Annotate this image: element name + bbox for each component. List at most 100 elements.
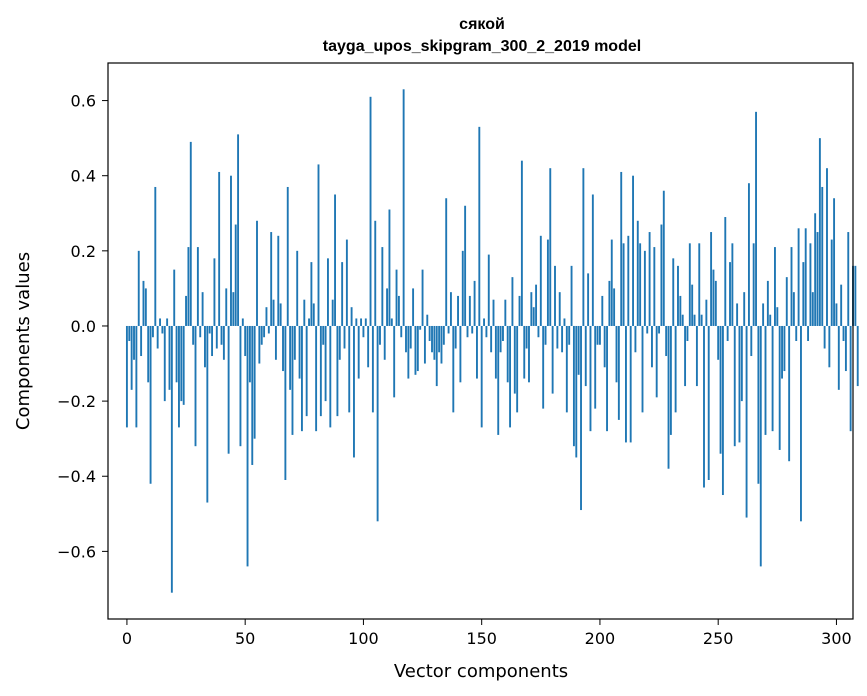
bar: [613, 288, 616, 326]
bar: [211, 325, 214, 357]
bar: [189, 141, 192, 326]
y-tick-label: −0.2: [57, 392, 96, 411]
bar: [421, 269, 424, 326]
bar: [835, 303, 838, 326]
bar: [355, 318, 358, 326]
bar: [431, 325, 433, 353]
bar: [303, 299, 306, 326]
bar: [272, 299, 275, 326]
bar: [757, 325, 760, 484]
bar: [643, 250, 646, 326]
bar: [769, 314, 772, 326]
bar: [440, 325, 443, 364]
bar: [719, 325, 722, 454]
bar: [509, 325, 512, 428]
bar: [679, 295, 682, 326]
bar: [435, 325, 438, 387]
bar: [781, 325, 783, 379]
bar: [490, 325, 493, 353]
bar: [842, 325, 845, 341]
bar: [542, 325, 545, 409]
bar: [135, 325, 138, 428]
bar: [771, 325, 774, 432]
bar: [688, 243, 691, 326]
bar: [260, 325, 263, 345]
bar: [724, 217, 727, 326]
bar: [681, 314, 684, 326]
bar: [256, 220, 258, 326]
bar: [487, 254, 490, 326]
bar: [407, 325, 410, 379]
bar: [674, 325, 677, 413]
bar: [660, 224, 663, 326]
bar: [705, 299, 708, 326]
bar: [454, 325, 457, 349]
chart-title: сякой: [459, 16, 505, 33]
bar: [239, 325, 242, 447]
bar: [717, 325, 720, 360]
bar: [570, 265, 573, 326]
bar: [807, 325, 810, 341]
bar: [549, 168, 552, 326]
bar: [156, 325, 159, 349]
bar: [499, 325, 502, 353]
bar: [528, 325, 530, 383]
bar: [589, 325, 592, 432]
bar: [710, 232, 713, 326]
bar: [726, 325, 729, 341]
bar: [504, 299, 507, 326]
bar: [523, 325, 526, 379]
bar: [849, 325, 852, 432]
bar: [603, 325, 606, 368]
bar: [227, 325, 230, 454]
bar: [762, 303, 765, 326]
bar: [544, 325, 547, 345]
plot-frame: [107, 62, 854, 620]
bar: [707, 325, 710, 480]
y-axis-ticks: −0.6 −0.4 −0.2 0.0 0.2 0.4 0.6: [57, 92, 108, 561]
bar: [445, 198, 448, 326]
bar: [483, 318, 485, 326]
bar: [471, 325, 474, 334]
bar: [144, 288, 147, 326]
bar: [480, 325, 483, 428]
bar: [225, 288, 228, 326]
bar: [447, 325, 450, 334]
bar: [792, 292, 795, 326]
bar: [759, 325, 762, 567]
bar: [400, 325, 403, 338]
y-tick-label: 0.0: [71, 317, 96, 336]
bar: [525, 325, 528, 349]
bar: [414, 325, 417, 375]
bar: [175, 325, 178, 383]
bar: [449, 292, 452, 326]
bar: [520, 160, 523, 326]
bar: [610, 239, 613, 326]
bar: [317, 164, 320, 326]
bar: [686, 325, 689, 341]
bar: [721, 325, 724, 496]
bar: [511, 277, 514, 326]
bar: [575, 325, 578, 458]
bar: [296, 250, 299, 326]
bar: [279, 303, 282, 326]
bar: [800, 325, 802, 522]
bar: [128, 325, 131, 341]
bar: [632, 175, 634, 326]
bar: [494, 325, 497, 379]
bar: [816, 232, 819, 326]
bar: [246, 325, 249, 567]
bar: [783, 325, 786, 372]
bar: [369, 96, 372, 326]
bar: [341, 262, 344, 326]
bar: [535, 284, 538, 326]
bar: [142, 280, 145, 326]
bar: [608, 280, 611, 326]
bar: [795, 325, 798, 341]
bar: [636, 220, 639, 326]
bar: [667, 325, 670, 469]
bar: [738, 325, 741, 443]
bar: [274, 325, 277, 360]
bar: [606, 325, 608, 432]
bar: [286, 186, 289, 326]
